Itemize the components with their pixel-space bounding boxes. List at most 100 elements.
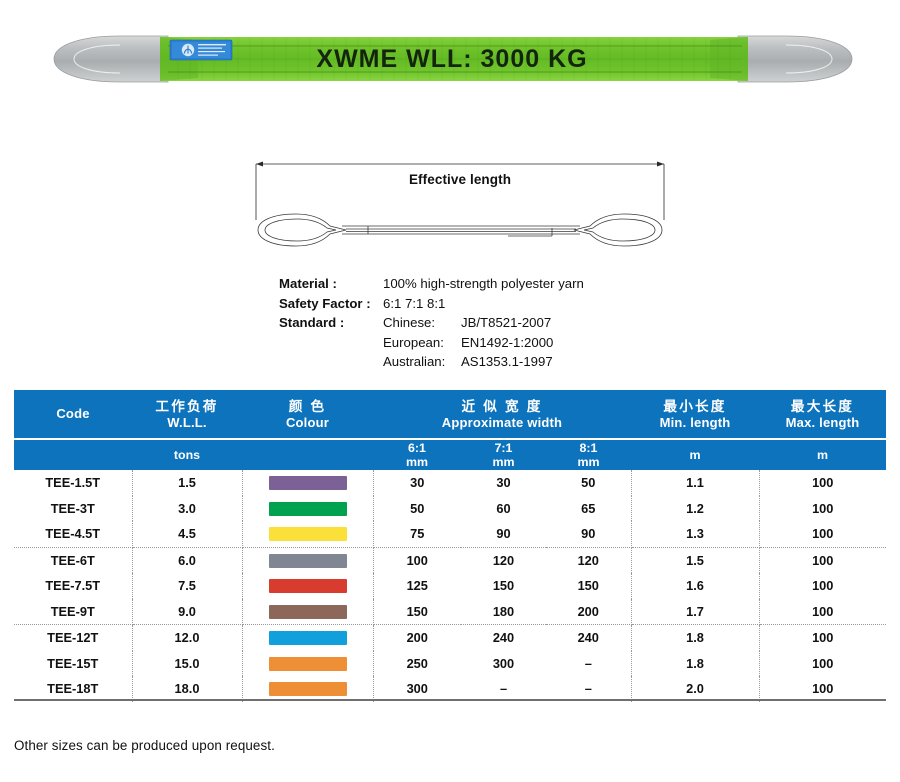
cell-min-length: 1.1: [631, 470, 760, 496]
cell-min-length: 1.8: [631, 650, 760, 676]
cell-wll: 15.0: [132, 650, 243, 676]
cell-wll: 12.0: [132, 624, 243, 651]
spec-standard-european-code: EN1492-1:2000: [461, 334, 554, 350]
th-unit-w81-ratio: 8:1: [579, 441, 598, 455]
th-unit-wll: tons: [132, 439, 242, 470]
cell-width-6-1: 150: [373, 598, 461, 625]
cell-wll: 18.0: [132, 676, 243, 702]
cell-wll: 7.5: [132, 573, 243, 599]
cell-colour: [242, 495, 374, 521]
cell-min-length: 1.6: [631, 573, 760, 599]
cell-wll: 3.0: [132, 495, 243, 521]
th-unit-wll-text: tons: [173, 448, 201, 462]
th-unit-w71: 7:1 mm: [461, 439, 546, 470]
th-max-length: 最大长度 Max. length: [759, 390, 886, 440]
table-row: TEE-9T 9.0 150 180 200 1.7 100: [14, 598, 886, 625]
cell-code: TEE-4.5T: [14, 521, 133, 548]
colour-swatch-red: [268, 579, 347, 594]
spec-standard-chinese-code: JB/T8521-2007: [461, 315, 552, 330]
table-row: TEE-1.5T 1.5 30 30 50 1.1 100: [14, 470, 886, 496]
specifications-block: Material : 100% high-strength polyester …: [279, 274, 584, 372]
th-unit-w71-mm: mm: [492, 455, 515, 469]
colour-swatch-purple: [268, 476, 347, 491]
cell-colour: [242, 521, 374, 548]
table-row: TEE-7.5T 7.5 125 150 150 1.6 100: [14, 573, 886, 599]
cell-width-7-1: 240: [461, 624, 546, 651]
spec-material-key: Material :: [279, 276, 337, 291]
cell-max-length: 100: [759, 470, 886, 496]
th-colour-cn: 颜 色: [288, 398, 327, 414]
cell-width-8-1: –: [546, 650, 632, 676]
th-unit-max-length: m: [759, 439, 886, 470]
spec-safety-factor-key: Safety Factor :: [279, 295, 371, 311]
th-unit-code: [14, 439, 132, 470]
th-colour-en: Colour: [285, 414, 330, 430]
sling-illustration: XWME WLL: 3000 KG: [53, 35, 853, 83]
cell-colour: [242, 598, 374, 625]
cell-width-6-1: 250: [373, 650, 461, 676]
cell-width-7-1: 30: [461, 470, 546, 496]
effective-length-label: Effective length: [408, 172, 512, 187]
cell-width-7-1: 60: [461, 495, 546, 521]
cell-min-length: 1.8: [631, 624, 760, 651]
table-row: TEE-18T 18.0 300– –2.0 100: [14, 676, 886, 702]
cell-width-8-1: 150: [546, 573, 632, 599]
spec-standard-australian-region: Australian:: [383, 354, 446, 369]
cell-colour: [242, 650, 374, 676]
cell-width-8-1: 50: [546, 470, 632, 496]
cell-code: TEE-12T: [14, 624, 133, 651]
cell-code: TEE-1.5T: [14, 470, 133, 496]
cell-width-8-1: 90: [546, 521, 632, 548]
cell-width-6-1: 100: [373, 547, 461, 573]
cell-width-6-1: 75: [373, 521, 461, 548]
cell-width-6-1: 200: [373, 624, 461, 651]
th-max-length-en: Max. length: [785, 414, 860, 430]
cell-min-length: 1.3: [631, 521, 760, 548]
colour-swatch-grey: [268, 553, 347, 568]
colour-swatch-green: [268, 501, 347, 516]
th-unit-w81: 8:1 mm: [546, 439, 631, 470]
cell-wll: 1.5: [132, 470, 243, 496]
cell-min-length: 1.5: [631, 547, 760, 573]
spec-safety-factor-value: 6:1 7:1 8:1: [383, 295, 446, 311]
cell-colour: [242, 470, 374, 496]
cell-width-6-1: 30: [373, 470, 461, 496]
footnote: Other sizes can be produced upon request…: [14, 738, 275, 753]
spec-safety-factor: Safety Factor : 6:1 7:1 8:1: [279, 294, 584, 314]
th-min-length-cn: 最小长度: [663, 398, 727, 414]
cell-code: TEE-15T: [14, 650, 133, 676]
th-unit-min-length-text: m: [689, 448, 701, 462]
cell-wll: 9.0: [132, 598, 243, 625]
colour-swatch-yellow: [268, 527, 347, 542]
th-approx-width-cn: 近 似 宽 度: [461, 398, 543, 414]
table-body: TEE-1.5T 1.5 30 30 50 1.1 100 TEE-3T 3.0 50 60 65 1.…: [14, 470, 886, 702]
cell-width-6-1: 50: [373, 495, 461, 521]
cell-max-length: 100: [759, 598, 886, 625]
spec-standard-european-region: European:: [383, 334, 444, 350]
cell-colour: [242, 547, 374, 573]
cell-code: TEE-7.5T: [14, 573, 133, 599]
table-row: TEE-6T 6.0 100 120 120 1.5 100: [14, 547, 886, 573]
cell-code: TEE-3T: [14, 495, 133, 521]
th-unit-w61-ratio: 6:1: [408, 441, 426, 455]
cell-width-8-1: 240: [546, 624, 632, 651]
spec-standard-australian: Australian: AS1353.1-1997: [279, 352, 584, 372]
th-wll: 工作负荷 W.L.L.: [132, 390, 242, 440]
table-row: TEE-12T 12.0 200 240 240 1.8 100: [14, 624, 886, 651]
cell-min-length: 1.2: [631, 495, 760, 521]
cell-max-length: 100: [759, 521, 886, 548]
cell-width-7-1: 180: [461, 598, 546, 625]
th-code: Code: [14, 390, 132, 440]
table-bottom-rule: [14, 699, 886, 701]
th-unit-w61: 6:1 mm: [373, 439, 461, 470]
table-row: TEE-3T 3.0 50 60 65 1.2 100: [14, 495, 886, 521]
th-code-en: Code: [56, 406, 90, 421]
cell-width-6-1: 125: [373, 573, 461, 599]
spec-standard-chinese: Chinese: JB/T8521-2007: [383, 313, 551, 333]
cell-code: TEE-18T: [14, 676, 133, 702]
cell-wll: 4.5: [132, 521, 243, 548]
cell-max-length: 100: [759, 650, 886, 676]
product-photo-area: XWME WLL: 3000 KG: [0, 0, 900, 120]
th-unit-w71-ratio: 7:1: [494, 441, 513, 455]
table-row: TEE-4.5T 4.5 75 90 90 1.3 100: [14, 521, 886, 548]
